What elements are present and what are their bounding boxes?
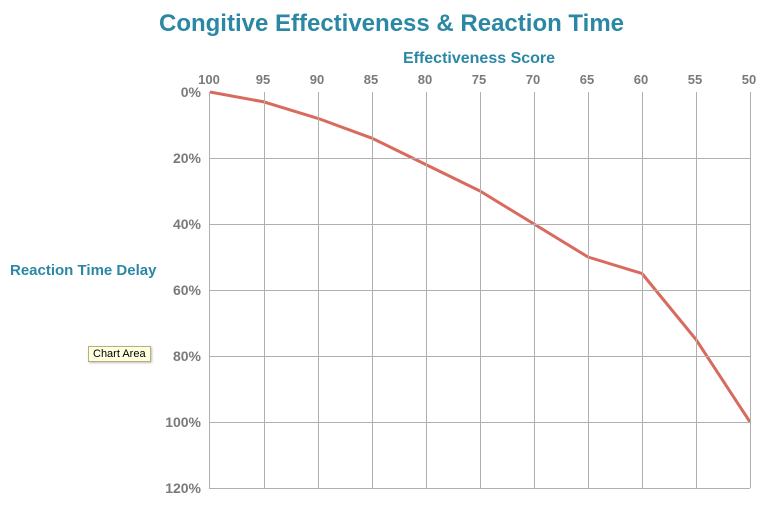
x-tick-label: 100 — [198, 72, 220, 87]
x-tick-label: 85 — [364, 72, 378, 87]
gridline-vertical — [372, 92, 373, 488]
gridline-vertical — [318, 92, 319, 488]
gridline-vertical — [588, 92, 589, 488]
x-tick-label: 55 — [688, 72, 702, 87]
chart-title: Congitive Effectiveness & Reaction Time — [0, 10, 783, 38]
x-tick-label: 80 — [418, 72, 432, 87]
gridline-vertical — [426, 92, 427, 488]
x-axis-title: Effectiveness Score — [209, 50, 749, 68]
gridline-vertical — [642, 92, 643, 488]
y-axis-title: Reaction Time Delay — [10, 262, 156, 279]
gridline-vertical — [480, 92, 481, 488]
gridline-vertical — [534, 92, 535, 488]
x-tick-label: 65 — [580, 72, 594, 87]
x-tick-label: 95 — [256, 72, 270, 87]
x-tick-label: 70 — [526, 72, 540, 87]
gridline-horizontal — [210, 488, 750, 489]
x-tick-label: 50 — [742, 72, 756, 87]
x-tick-label: 90 — [310, 72, 324, 87]
x-tick-label: 75 — [472, 72, 486, 87]
gridline-vertical — [264, 92, 265, 488]
x-tick-label: 60 — [634, 72, 648, 87]
plot-area — [209, 92, 750, 489]
gridline-vertical — [750, 92, 751, 488]
chart-area-tooltip: Chart Area — [88, 346, 151, 362]
gridline-vertical — [696, 92, 697, 488]
